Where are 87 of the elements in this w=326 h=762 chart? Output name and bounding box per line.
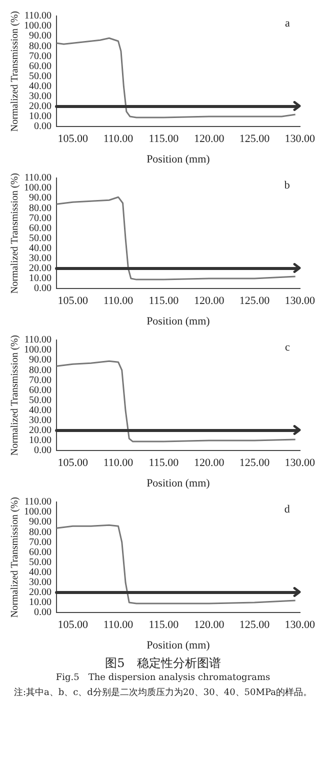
- x-tick-label: 120.00: [194, 457, 225, 470]
- x-tick-label: 105.00: [58, 457, 88, 470]
- y-tick-label: 50.00: [29, 556, 52, 568]
- x-tick-label: 115.00: [148, 457, 180, 470]
- y-tick-label: 80.00: [29, 202, 52, 214]
- x-tick-label: 125.00: [239, 295, 270, 308]
- x-axis-title: Position (mm): [146, 315, 210, 328]
- x-tick-label: 130.00: [284, 133, 316, 146]
- text: 注:其中a、b、c、d分别是二次均质压力为20、30、40、50MPa的样品。: [12, 686, 313, 700]
- x-tick-label: 105.00: [58, 619, 88, 632]
- y-tick-label: 0.00: [34, 283, 52, 294]
- y-tick-label: 20.00: [29, 587, 52, 598]
- x-tick-label: 105.00: [58, 295, 88, 308]
- y-tick-label: 40.00: [29, 567, 52, 578]
- y-tick-label: 0.00: [34, 445, 52, 456]
- chart-title: c: [284, 341, 290, 354]
- caption: 图5 稳定性分析图谱: [104, 656, 222, 671]
- x-tick-label: 110.00: [103, 295, 134, 308]
- x-tick-label: 105.00: [58, 133, 88, 146]
- y-tick-label: 60.00: [29, 60, 52, 72]
- y-tick-label: 10.00: [29, 273, 52, 284]
- y-tick-label: 10.00: [29, 597, 52, 608]
- y-tick-label: 30.00: [29, 253, 52, 264]
- y-tick-label: 50.00: [29, 394, 52, 406]
- y-tick-label: 100.00: [24, 20, 52, 32]
- y-tick-label: 90.00: [29, 354, 52, 366]
- y-tick-label: 70.00: [29, 536, 52, 548]
- chart-title: a: [284, 17, 290, 30]
- y-axis-title: Normalized Transmission (%): [10, 11, 21, 132]
- y-tick-label: 90.00: [29, 516, 52, 528]
- y-tick-label: 30.00: [29, 91, 52, 102]
- x-tick-label: 125.00: [239, 133, 270, 146]
- y-tick-label: 30.00: [29, 415, 52, 426]
- y-tick-label: 20.00: [29, 263, 52, 274]
- y-tick-label: 100.00: [24, 344, 52, 356]
- x-axis-title: Position (mm): [146, 153, 210, 166]
- x-tick-label: 120.00: [194, 295, 225, 308]
- x-tick-label: 130.00: [284, 295, 316, 308]
- y-tick-label: 110.00: [24, 172, 52, 184]
- y-axis-title: Normalized Transmission (%): [10, 173, 21, 294]
- y-tick-label: 80.00: [29, 364, 52, 376]
- y-axis-title: Normalized Transmission (%): [10, 335, 21, 456]
- y-tick-label: 90.00: [29, 30, 52, 42]
- x-tick-label: 120.00: [194, 619, 225, 632]
- x-tick-label: 125.00: [239, 619, 270, 632]
- y-tick-label: 110.00: [24, 10, 52, 22]
- y-tick-label: 40.00: [29, 81, 52, 92]
- x-axis-title: Position (mm): [146, 477, 210, 490]
- y-tick-label: 70.00: [29, 374, 52, 386]
- x-tick-label: 130.00: [284, 457, 316, 470]
- y-tick-label: 20.00: [29, 425, 52, 436]
- y-tick-label: 100.00: [24, 182, 52, 194]
- chart-title: b: [284, 179, 290, 192]
- y-tick-label: 70.00: [29, 212, 52, 224]
- x-tick-label: 115.00: [148, 133, 180, 146]
- y-tick-label: 0.00: [34, 121, 52, 132]
- x-tick-label: 110.00: [103, 133, 134, 146]
- y-tick-label: 60.00: [29, 222, 52, 234]
- y-tick-label: 60.00: [29, 546, 52, 558]
- y-tick-label: 70.00: [29, 50, 52, 62]
- chart-title: d: [284, 503, 290, 516]
- y-tick-label: 100.00: [24, 506, 52, 518]
- y-tick-label: 40.00: [29, 243, 52, 254]
- x-tick-label: 115.00: [148, 619, 180, 632]
- y-tick-label: 50.00: [29, 70, 52, 82]
- x-tick-label: 110.00: [103, 457, 134, 470]
- y-tick-label: 80.00: [29, 40, 52, 52]
- x-axis-title: Position (mm): [146, 639, 210, 652]
- y-tick-label: 0.00: [34, 607, 52, 618]
- x-tick-label: 130.00: [284, 619, 316, 632]
- y-tick-label: 10.00: [29, 435, 52, 446]
- y-tick-label: 60.00: [29, 384, 52, 396]
- y-tick-label: 40.00: [29, 405, 52, 416]
- caption: Fig.5 The dispersion analysis chromatograms: [54, 672, 272, 685]
- x-tick-label: 120.00: [194, 133, 225, 146]
- y-tick-label: 30.00: [29, 577, 52, 588]
- y-tick-label: 20.00: [29, 101, 52, 112]
- x-tick-label: 115.00: [148, 295, 180, 308]
- y-tick-label: 110.00: [24, 334, 52, 346]
- y-tick-label: 50.00: [29, 232, 52, 244]
- x-tick-label: 110.00: [103, 619, 134, 632]
- y-tick-label: 90.00: [29, 192, 52, 204]
- x-tick-label: 125.00: [239, 457, 270, 470]
- y-tick-label: 80.00: [29, 526, 52, 538]
- y-tick-label: 110.00: [24, 496, 52, 508]
- y-axis-title: Normalized Transmission (%): [10, 497, 21, 618]
- y-tick-label: 10.00: [29, 111, 52, 122]
